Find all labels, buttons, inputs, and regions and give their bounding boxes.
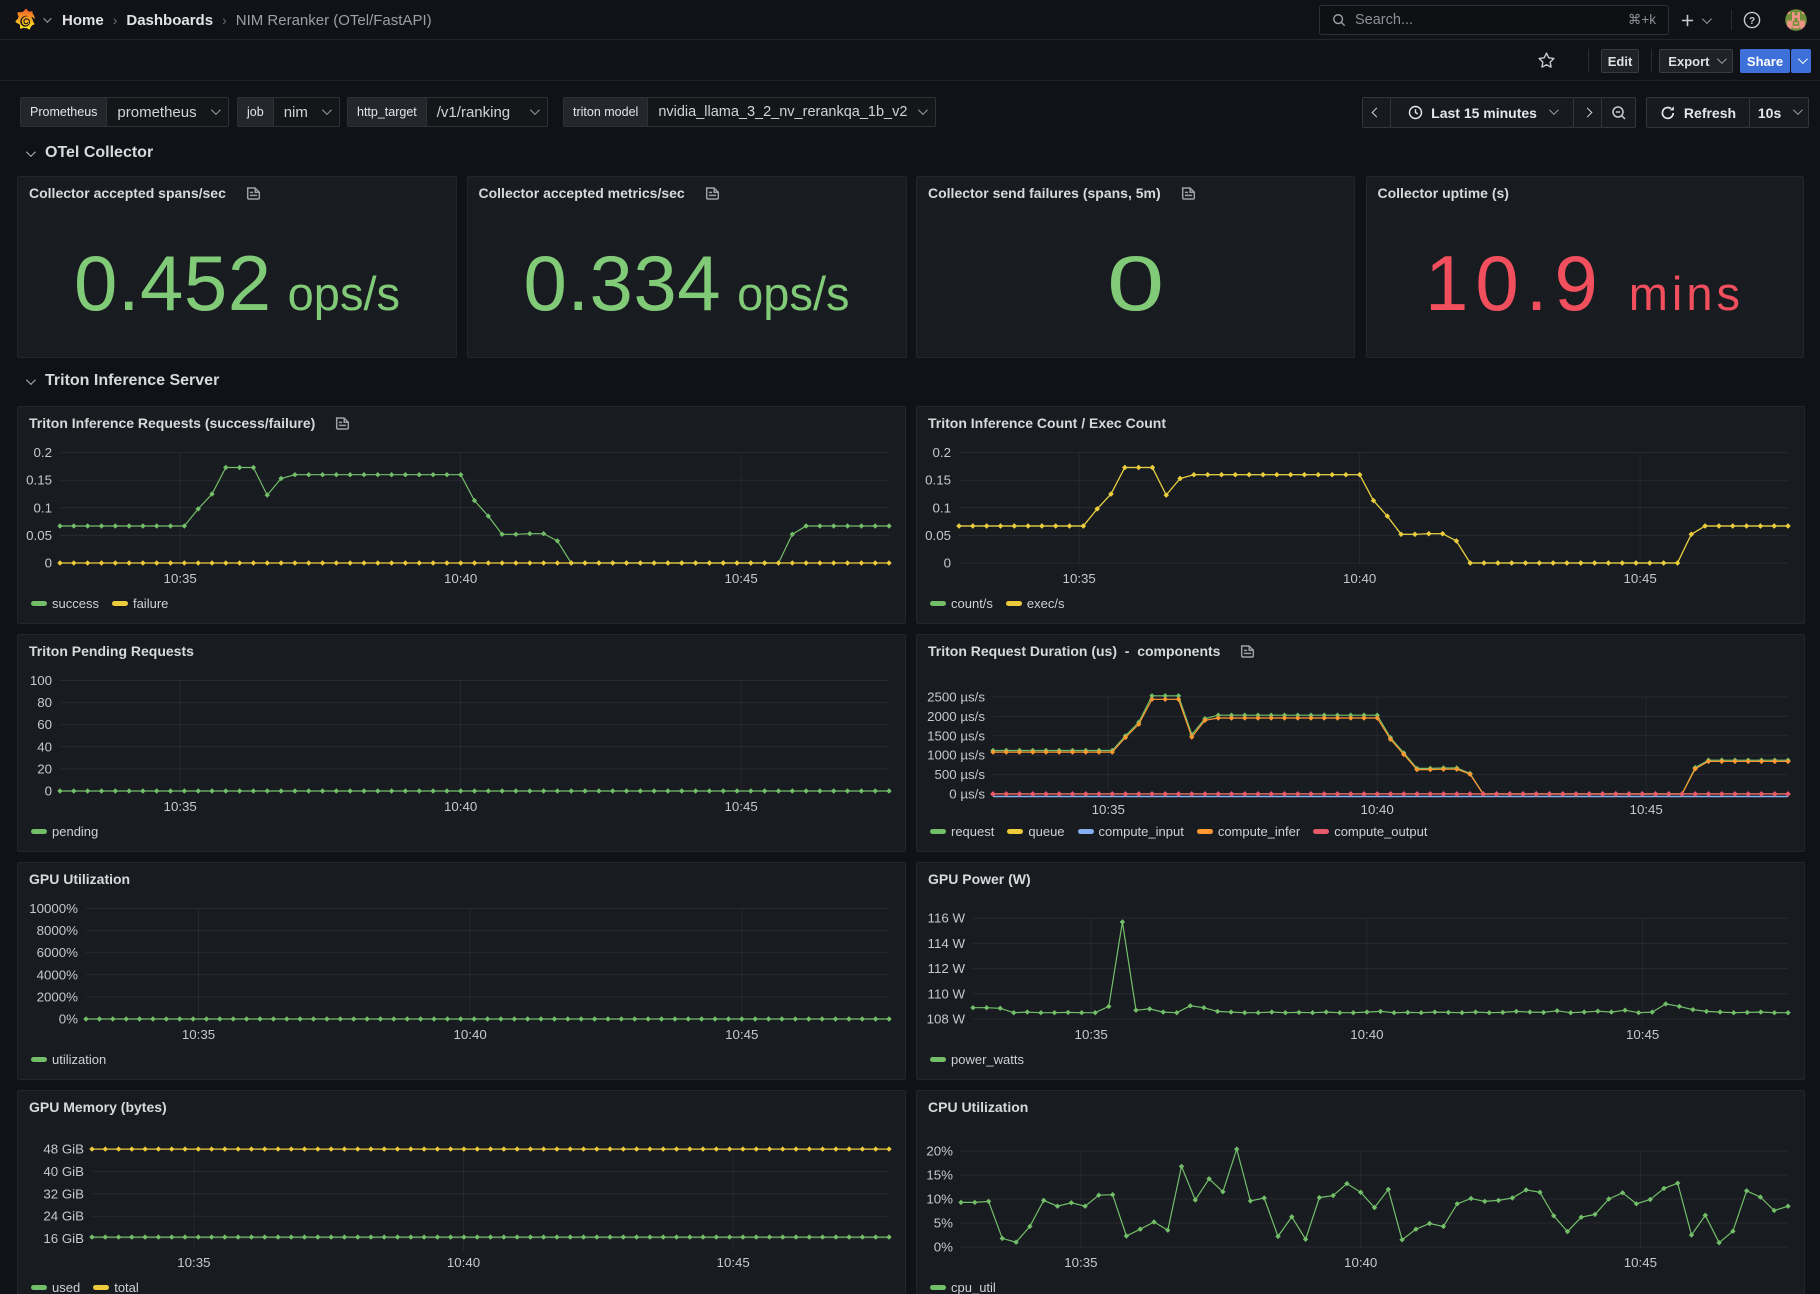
svg-text:15%: 15%	[926, 1168, 953, 1183]
svg-text:20: 20	[37, 761, 52, 776]
svg-text:112 W: 112 W	[928, 961, 966, 976]
svg-text:1000 µs/s: 1000 µs/s	[927, 748, 985, 763]
svg-text:1500 µs/s: 1500 µs/s	[927, 728, 985, 743]
svg-text:2000%: 2000%	[37, 989, 79, 1004]
svg-text:?: ?	[1749, 16, 1755, 27]
svg-text:0: 0	[45, 784, 52, 799]
svg-text:2500 µs/s: 2500 µs/s	[927, 690, 985, 705]
svg-text:0.1: 0.1	[34, 500, 53, 515]
svg-text:10:45: 10:45	[1624, 1255, 1657, 1270]
svg-text:40 GiB: 40 GiB	[43, 1164, 84, 1179]
svg-text:0: 0	[45, 556, 52, 571]
svg-text:10:35: 10:35	[182, 1027, 215, 1042]
svg-text:10:35: 10:35	[177, 1255, 210, 1270]
svg-text:4000%: 4000%	[37, 967, 79, 982]
svg-text:10:40: 10:40	[1343, 571, 1376, 586]
svg-text:10:35: 10:35	[1075, 1027, 1108, 1042]
svg-text:32 GiB: 32 GiB	[43, 1186, 84, 1201]
svg-text:10:40: 10:40	[444, 571, 477, 586]
svg-text:10:45: 10:45	[1623, 571, 1656, 586]
svg-text:108 W: 108 W	[927, 1012, 966, 1027]
svg-text:10:40: 10:40	[1361, 802, 1394, 817]
svg-text:0.2: 0.2	[933, 445, 952, 460]
svg-text:500 µs/s: 500 µs/s	[934, 767, 985, 782]
svg-text:48 GiB: 48 GiB	[43, 1142, 84, 1157]
svg-text:10:40: 10:40	[447, 1255, 480, 1270]
svg-text:10%: 10%	[926, 1192, 953, 1207]
svg-text:0: 0	[944, 556, 951, 571]
svg-text:0.15: 0.15	[26, 473, 52, 488]
svg-text:6000%: 6000%	[37, 945, 79, 960]
svg-text:20%: 20%	[926, 1144, 953, 1159]
svg-text:10:45: 10:45	[724, 799, 757, 814]
svg-text:0%: 0%	[934, 1240, 953, 1255]
svg-text:0.2: 0.2	[34, 445, 53, 460]
svg-text:0%: 0%	[59, 1012, 78, 1027]
svg-text:80: 80	[37, 695, 52, 710]
svg-text:10:40: 10:40	[444, 799, 477, 814]
svg-text:116 W: 116 W	[928, 911, 966, 926]
svg-text:0 µs/s: 0 µs/s	[949, 787, 985, 802]
svg-text:100: 100	[30, 673, 52, 688]
svg-text:10:35: 10:35	[164, 799, 197, 814]
svg-text:10:35: 10:35	[164, 571, 197, 586]
svg-text:0.15: 0.15	[925, 473, 951, 488]
svg-text:8000%: 8000%	[37, 923, 79, 938]
svg-text:10:45: 10:45	[725, 1027, 758, 1042]
svg-text:24 GiB: 24 GiB	[43, 1209, 84, 1224]
svg-text:10:40: 10:40	[1350, 1027, 1383, 1042]
svg-text:0.05: 0.05	[925, 528, 951, 543]
svg-text:0.1: 0.1	[933, 500, 952, 515]
svg-text:10:40: 10:40	[453, 1027, 486, 1042]
svg-text:10:35: 10:35	[1064, 1255, 1097, 1270]
svg-text:110 W: 110 W	[928, 986, 966, 1001]
svg-text:60: 60	[37, 717, 52, 732]
svg-text:5%: 5%	[934, 1216, 953, 1231]
svg-text:10:45: 10:45	[724, 571, 757, 586]
svg-text:0.05: 0.05	[26, 528, 52, 543]
svg-text:10:45: 10:45	[717, 1255, 750, 1270]
svg-text:114 W: 114 W	[928, 936, 966, 951]
svg-text:10:35: 10:35	[1092, 802, 1125, 817]
svg-text:10:45: 10:45	[1630, 802, 1663, 817]
svg-text:10:45: 10:45	[1626, 1027, 1659, 1042]
svg-text:16 GiB: 16 GiB	[43, 1231, 84, 1246]
svg-text:40: 40	[37, 739, 52, 754]
svg-text:10:40: 10:40	[1344, 1255, 1377, 1270]
svg-text:10000%: 10000%	[29, 901, 78, 916]
svg-text:2000 µs/s: 2000 µs/s	[927, 709, 985, 724]
svg-text:10:35: 10:35	[1063, 571, 1096, 586]
